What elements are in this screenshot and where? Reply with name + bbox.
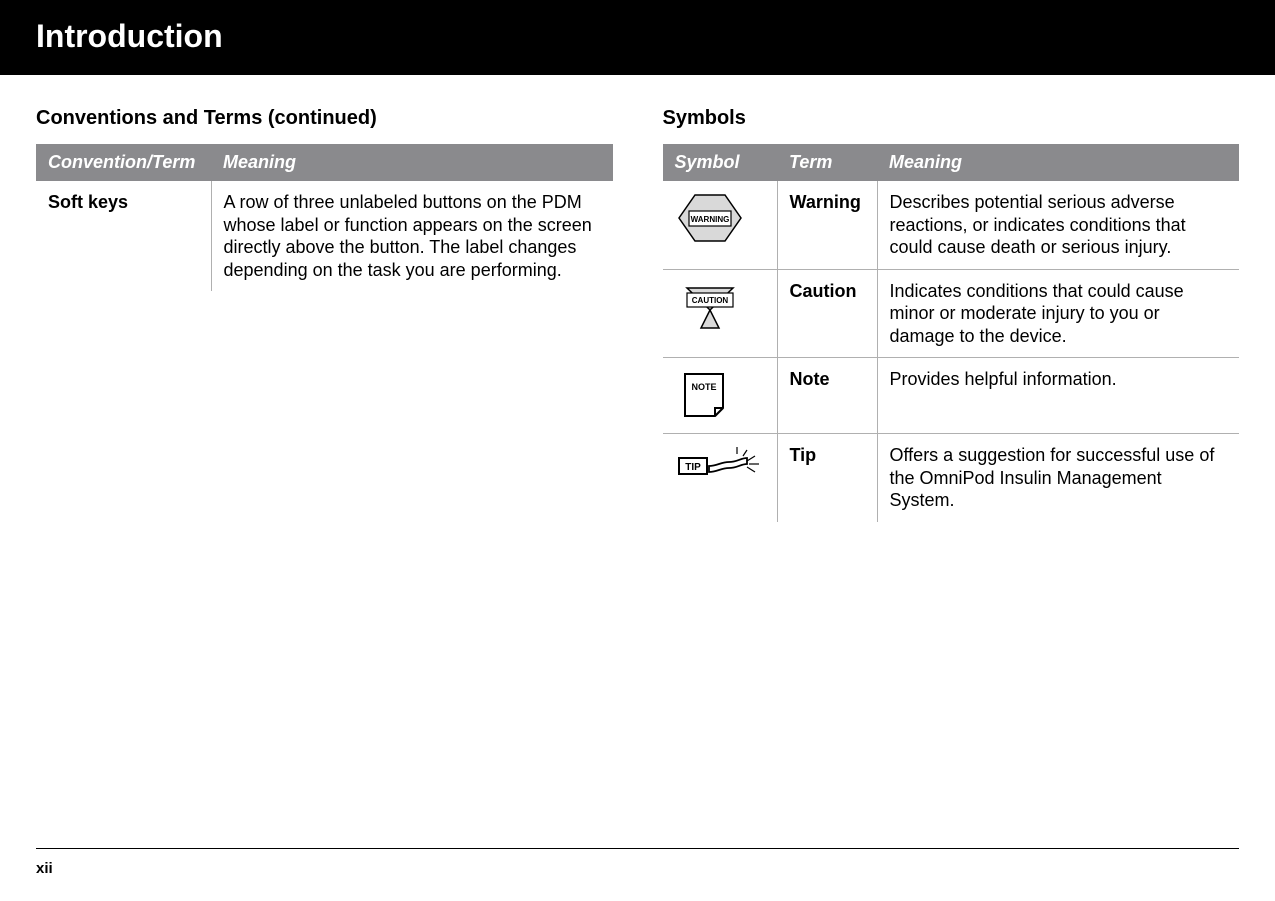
symbol-term: Note <box>777 358 877 434</box>
table-row: WARNING Warning Describes potential seri… <box>663 181 1240 269</box>
symbols-section-title: Symbols <box>663 107 1240 130</box>
warning-icon-label: WARNING <box>690 215 729 224</box>
conventions-th-term: Convention/Term <box>36 144 211 181</box>
symbol-meaning: Offers a suggestion for successful use o… <box>877 434 1239 522</box>
symbols-th-term: Term <box>777 144 877 181</box>
content-columns: Conventions and Terms (continued) Conven… <box>0 75 1275 522</box>
conventions-th-meaning: Meaning <box>211 144 613 181</box>
table-row: Soft keys A row of three unlabeled butto… <box>36 181 613 291</box>
page: Introduction Conventions and Terms (cont… <box>0 0 1275 901</box>
symbol-meaning: Indicates conditions that could cause mi… <box>877 269 1239 358</box>
footer-rule <box>36 848 1239 849</box>
symbol-term: Tip <box>777 434 877 522</box>
symbol-meaning: Provides helpful information. <box>877 358 1239 434</box>
caution-icon: CAUTION <box>675 280 745 335</box>
tip-icon: TIP <box>675 444 765 484</box>
page-title: Introduction <box>36 18 1239 55</box>
left-column: Conventions and Terms (continued) Conven… <box>36 107 613 522</box>
table-row: TIP Tip Offers a suggestion for successf… <box>663 434 1240 522</box>
table-row: NOTE Note Provides helpful information. <box>663 358 1240 434</box>
conventions-table: Convention/Term Meaning Soft keys A row … <box>36 144 613 291</box>
conventions-section-title: Conventions and Terms (continued) <box>36 107 613 130</box>
symbol-cell: NOTE <box>663 358 778 434</box>
convention-meaning: A row of three unlabeled buttons on the … <box>211 181 613 291</box>
symbols-th-meaning: Meaning <box>877 144 1239 181</box>
symbol-term: Caution <box>777 269 877 358</box>
symbol-cell: CAUTION <box>663 269 778 358</box>
symbol-cell: TIP <box>663 434 778 522</box>
warning-icon: WARNING <box>675 191 745 246</box>
note-icon: NOTE <box>675 368 735 423</box>
convention-term: Soft keys <box>36 181 211 291</box>
table-row: CAUTION Caution Indicates conditions tha… <box>663 269 1240 358</box>
caution-icon-label: CAUTION <box>691 296 728 305</box>
page-number: xii <box>36 860 53 877</box>
right-column: Symbols Symbol Term Meaning <box>663 107 1240 522</box>
symbol-cell: WARNING <box>663 181 778 269</box>
symbols-table: Symbol Term Meaning WARNING <box>663 144 1240 522</box>
header-bar: Introduction <box>0 0 1275 75</box>
symbols-th-symbol: Symbol <box>663 144 778 181</box>
note-icon-label: NOTE <box>691 382 716 392</box>
tip-icon-label: TIP <box>685 462 701 473</box>
symbol-term: Warning <box>777 181 877 269</box>
symbol-meaning: Describes potential serious adverse reac… <box>877 181 1239 269</box>
